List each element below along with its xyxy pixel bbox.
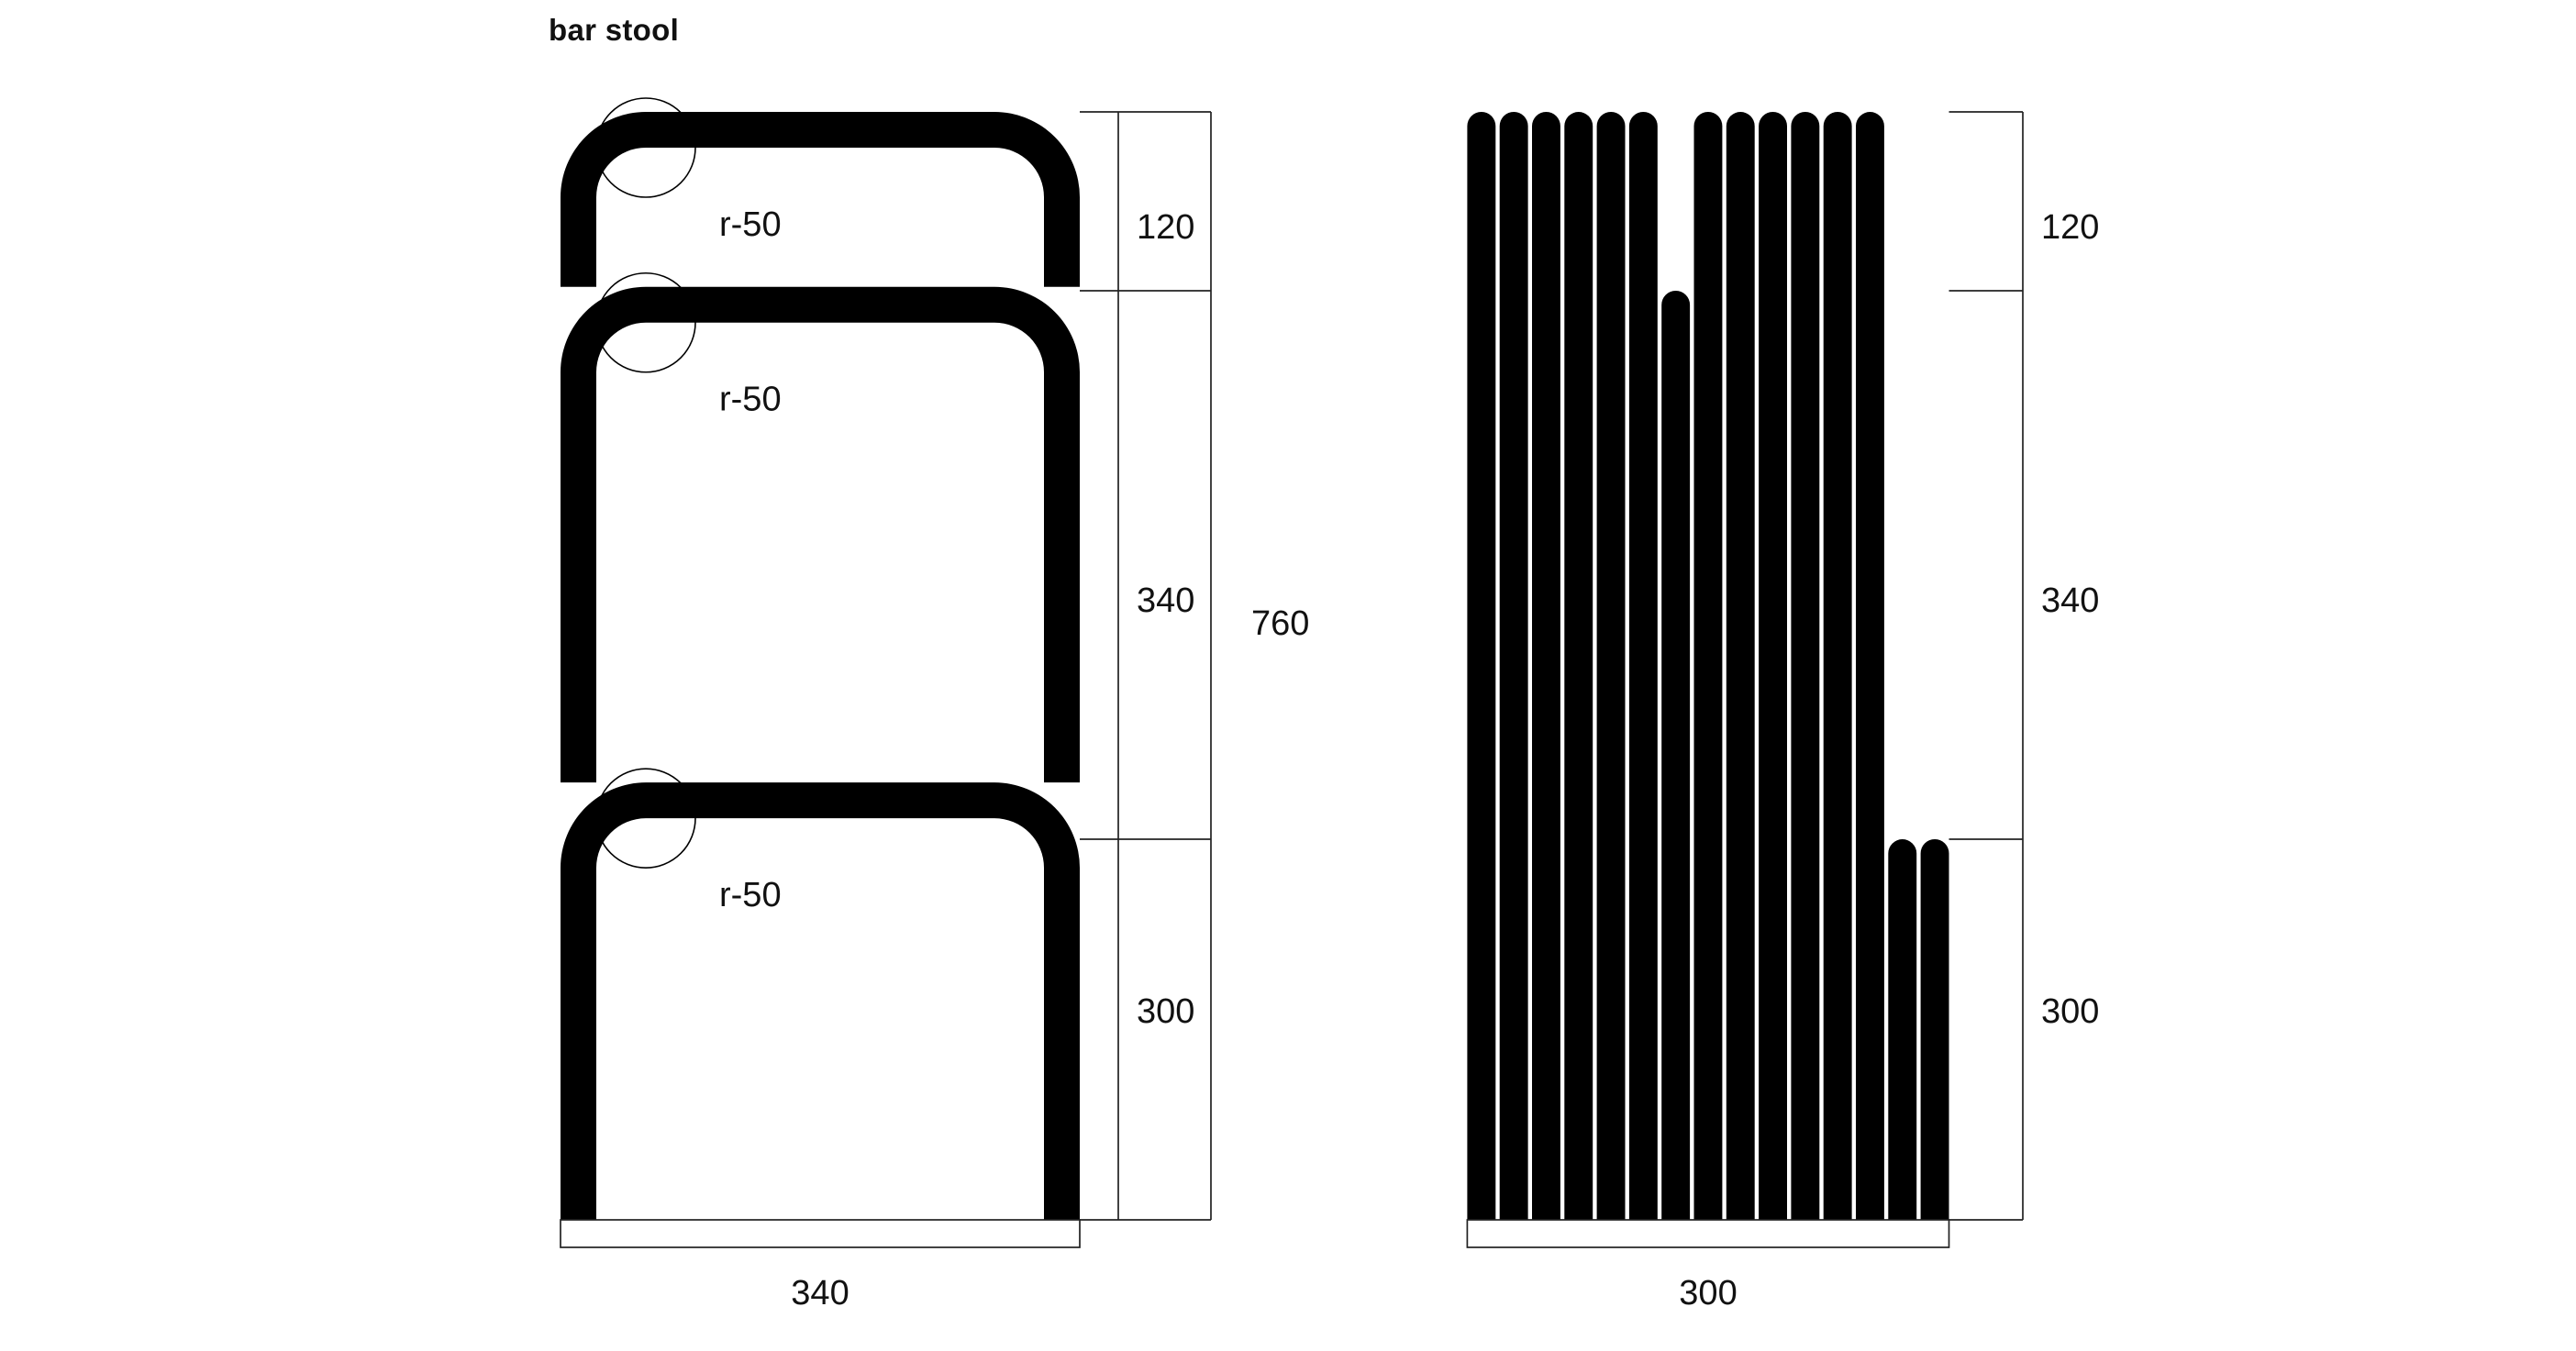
svg-text:760: 760 — [1251, 604, 1309, 643]
svg-text:r-50: r-50 — [719, 381, 782, 419]
svg-text:300: 300 — [1679, 1274, 1737, 1312]
svg-text:300: 300 — [2041, 992, 2099, 1031]
svg-text:r-50: r-50 — [719, 876, 782, 914]
svg-text:300: 300 — [1137, 992, 1194, 1031]
svg-text:340: 340 — [2041, 581, 2099, 620]
svg-text:r-50: r-50 — [719, 205, 782, 244]
svg-text:120: 120 — [2041, 208, 2099, 247]
svg-text:340: 340 — [791, 1274, 849, 1312]
svg-text:340: 340 — [1137, 581, 1194, 620]
svg-text:120: 120 — [1137, 208, 1194, 247]
